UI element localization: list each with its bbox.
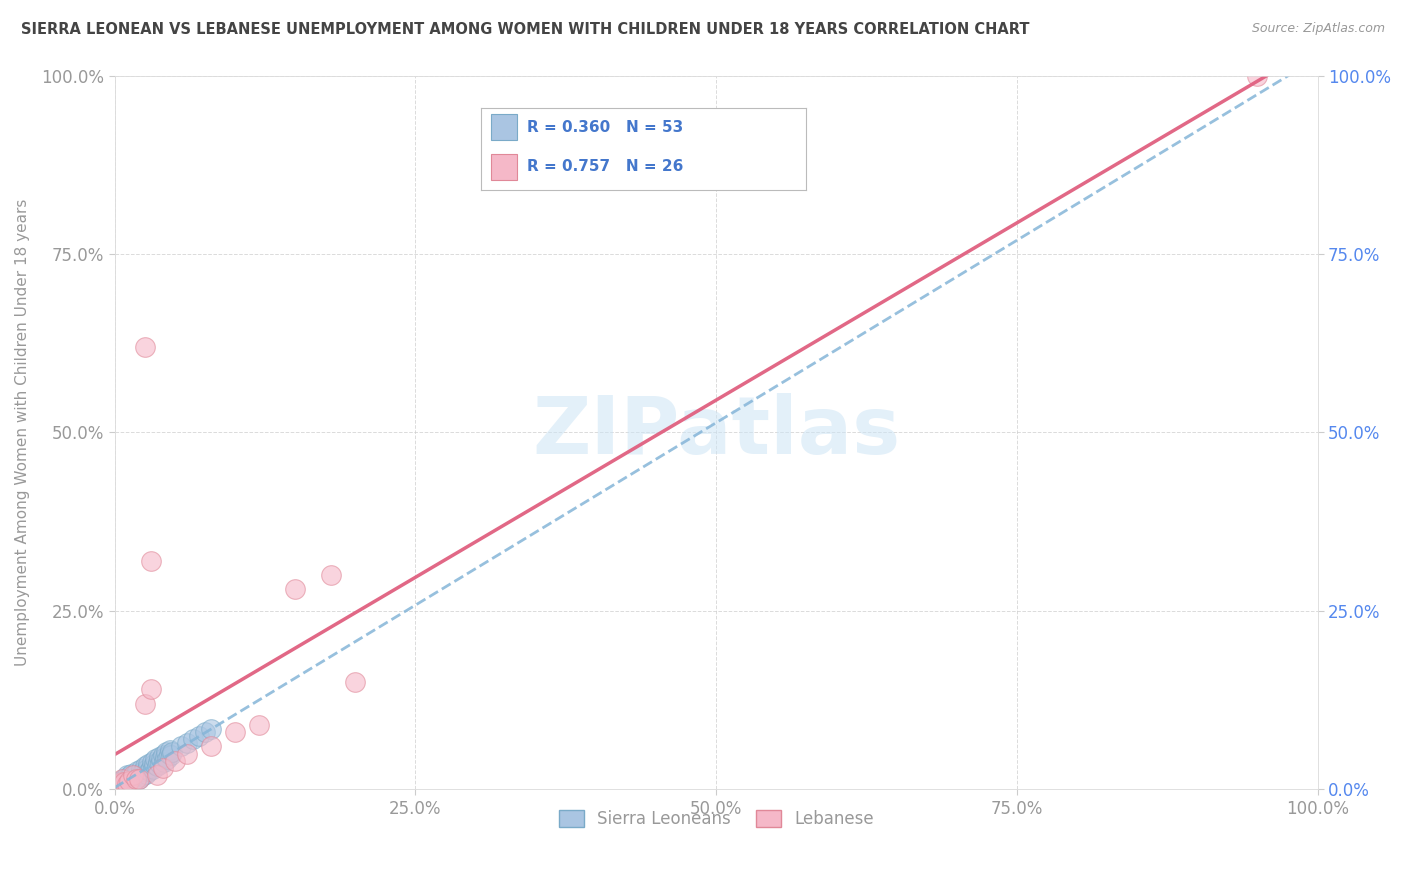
- Point: [125, 772, 148, 786]
- Point: [136, 762, 159, 776]
- Point: [145, 752, 167, 766]
- Point: [111, 778, 134, 792]
- Point: [139, 761, 162, 775]
- Point: [107, 776, 129, 790]
- Point: [224, 725, 246, 739]
- Point: [155, 745, 177, 759]
- Point: [128, 766, 150, 780]
- Legend: Sierra Leoneans, Lebanese: Sierra Leoneans, Lebanese: [553, 803, 880, 834]
- Point: [187, 729, 209, 743]
- Point: [112, 775, 135, 789]
- Point: [247, 718, 270, 732]
- Point: [118, 769, 141, 783]
- Point: [120, 772, 142, 787]
- Point: [139, 554, 162, 568]
- Point: [108, 778, 131, 792]
- Point: [1246, 69, 1268, 83]
- Text: ZIPatlas: ZIPatlas: [531, 393, 900, 471]
- Point: [176, 747, 198, 761]
- Point: [319, 568, 342, 582]
- Point: [344, 675, 367, 690]
- Point: [162, 745, 184, 759]
- Point: [152, 747, 174, 762]
- Point: [148, 750, 170, 764]
- Point: [134, 759, 156, 773]
- Point: [145, 768, 167, 782]
- Point: [125, 769, 148, 783]
- Point: [105, 779, 128, 793]
- Point: [124, 768, 146, 782]
- Point: [115, 776, 138, 790]
- Point: [128, 772, 150, 786]
- Point: [143, 757, 166, 772]
- Point: [153, 750, 176, 764]
- Point: [134, 697, 156, 711]
- Point: [156, 752, 179, 766]
- Point: [111, 772, 134, 786]
- Point: [129, 762, 152, 776]
- Point: [107, 775, 129, 789]
- Point: [134, 340, 156, 354]
- Point: [139, 682, 162, 697]
- Point: [138, 764, 160, 779]
- Point: [136, 757, 159, 772]
- Point: [163, 754, 186, 768]
- Point: [141, 755, 163, 769]
- Point: [176, 736, 198, 750]
- Point: [132, 764, 155, 779]
- Point: [108, 776, 131, 790]
- Point: [284, 582, 307, 597]
- Point: [170, 739, 193, 754]
- Point: [153, 755, 176, 769]
- Point: [122, 773, 145, 788]
- Y-axis label: Unemployment Among Women with Children Under 18 years: Unemployment Among Women with Children U…: [15, 199, 30, 666]
- Text: Source: ZipAtlas.com: Source: ZipAtlas.com: [1251, 22, 1385, 36]
- Point: [181, 732, 204, 747]
- Point: [150, 752, 173, 766]
- Point: [110, 775, 132, 789]
- Point: [194, 725, 217, 739]
- Point: [105, 779, 128, 793]
- Point: [200, 722, 222, 736]
- Point: [135, 766, 157, 780]
- Point: [160, 747, 183, 762]
- Point: [118, 773, 141, 788]
- Point: [120, 766, 142, 780]
- Point: [131, 769, 153, 783]
- Point: [112, 775, 135, 789]
- Point: [121, 768, 143, 782]
- Point: [115, 768, 138, 782]
- Point: [152, 761, 174, 775]
- Point: [121, 771, 143, 785]
- Point: [149, 757, 172, 772]
- Point: [200, 739, 222, 754]
- Point: [157, 747, 180, 761]
- Text: SIERRA LEONEAN VS LEBANESE UNEMPLOYMENT AMONG WOMEN WITH CHILDREN UNDER 18 YEARS: SIERRA LEONEAN VS LEBANESE UNEMPLOYMENT …: [21, 22, 1029, 37]
- Point: [117, 773, 139, 788]
- Point: [142, 762, 165, 776]
- Point: [114, 776, 136, 790]
- Point: [127, 764, 149, 779]
- Point: [128, 772, 150, 786]
- Point: [159, 743, 181, 757]
- Point: [111, 772, 134, 786]
- Point: [146, 755, 169, 769]
- Point: [110, 773, 132, 788]
- Point: [145, 759, 167, 773]
